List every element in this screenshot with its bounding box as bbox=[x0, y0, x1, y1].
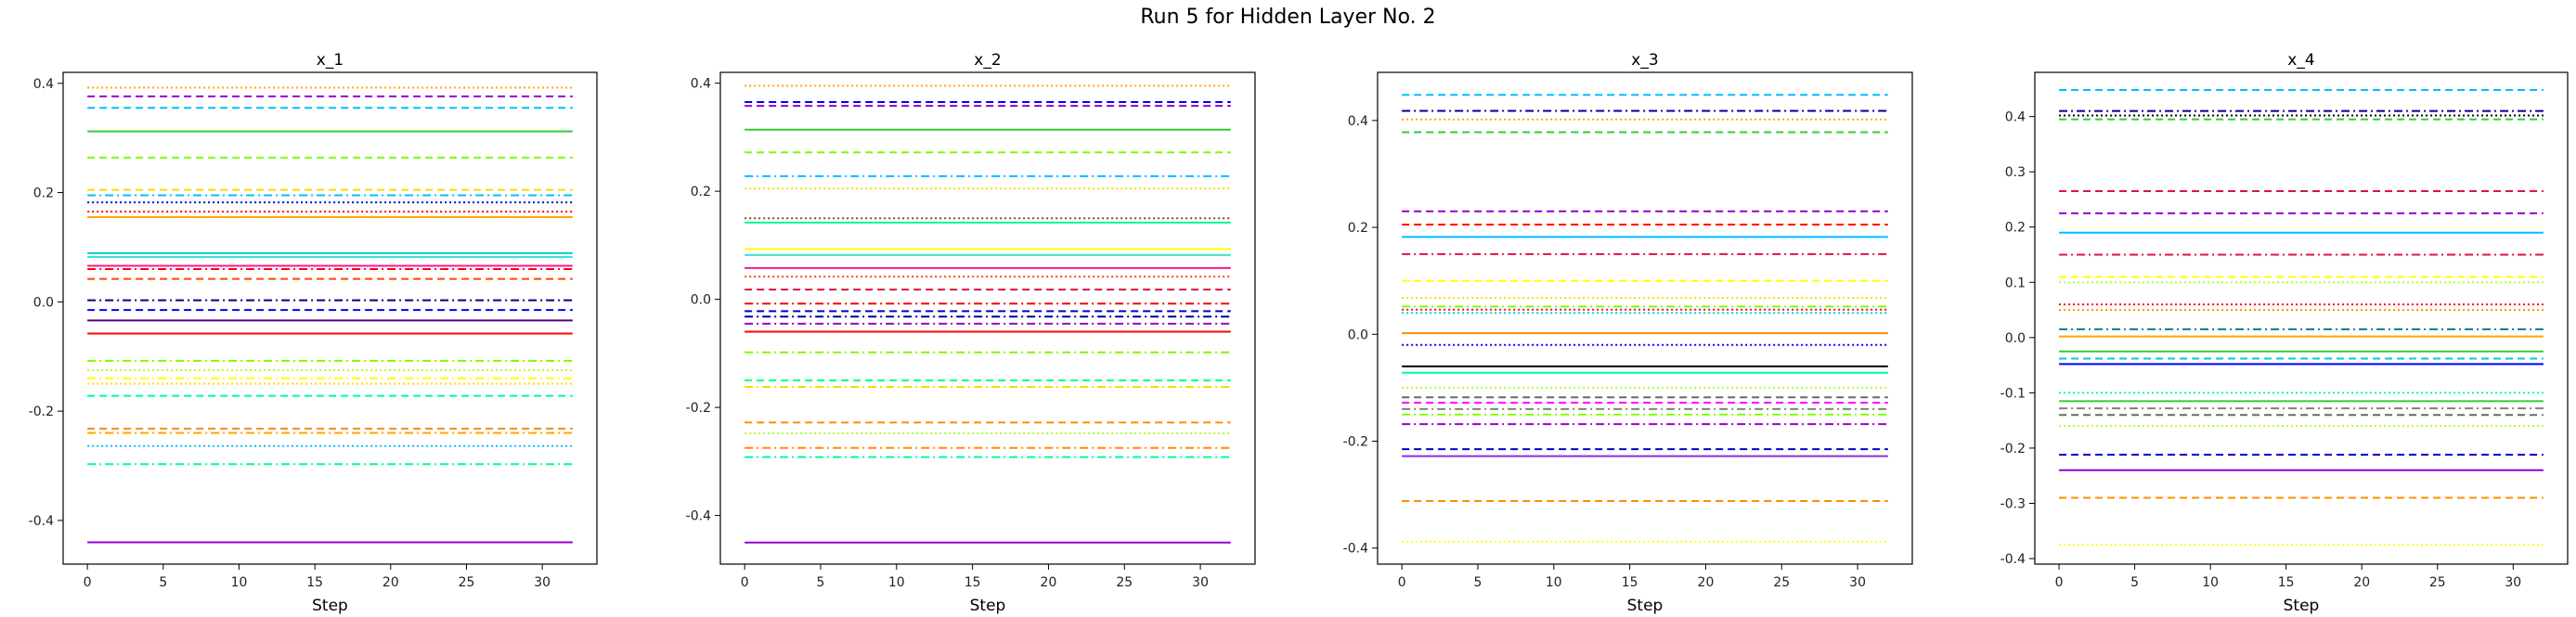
x-tick-label: 10 bbox=[231, 575, 248, 590]
x-tick-label: 5 bbox=[1474, 575, 1482, 590]
x-tick-label: 0 bbox=[1398, 575, 1406, 590]
y-tick-label: -0.4 bbox=[1343, 542, 1368, 557]
y-tick-label: -0.2 bbox=[2000, 442, 2026, 456]
y-tick-label: 0.4 bbox=[691, 77, 711, 92]
x-tick-label: 0 bbox=[84, 575, 92, 590]
y-tick-label: 0.4 bbox=[2005, 110, 2026, 125]
y-tick-label: 0.4 bbox=[33, 77, 54, 92]
x-tick-label: 25 bbox=[2429, 575, 2446, 590]
y-tick-label: -0.2 bbox=[29, 405, 54, 419]
x-tick-label: 15 bbox=[964, 575, 981, 590]
y-tick-label: 0.0 bbox=[691, 293, 711, 308]
x-axis-label: Step bbox=[2284, 597, 2320, 615]
axes-frame bbox=[2034, 71, 2569, 565]
x-tick-label: 10 bbox=[2202, 575, 2219, 590]
x-tick-label: 10 bbox=[888, 575, 905, 590]
y-tick-label: -0.2 bbox=[686, 401, 711, 416]
axes-frame bbox=[719, 71, 1256, 565]
x-tick-label: 0 bbox=[741, 575, 749, 590]
x-tick-label: 5 bbox=[2130, 575, 2139, 590]
x-tick-label: 0 bbox=[2055, 575, 2064, 590]
x-tick-label: 20 bbox=[2353, 575, 2370, 590]
axes-frame bbox=[1377, 71, 1913, 565]
x-tick-label: 30 bbox=[2505, 575, 2521, 590]
y-tick-label: 0.4 bbox=[1348, 114, 1368, 129]
x-tick-label: 25 bbox=[1773, 575, 1790, 590]
y-tick-label: 0.1 bbox=[2005, 276, 2026, 290]
y-tick-label: 0.2 bbox=[1348, 221, 1368, 236]
x-tick-label: 15 bbox=[1622, 575, 1638, 590]
subplot-title: x_1 bbox=[317, 51, 343, 70]
subplot-title: x_4 bbox=[2287, 51, 2314, 70]
x-axis-label: Step bbox=[1627, 597, 1663, 615]
x-tick-label: 15 bbox=[2278, 575, 2295, 590]
subplot-1: 0 5 10 15 20 25 30 -0.4 -0.2 0.0 0.2 0.4 x_1 Step bbox=[29, 51, 598, 615]
y-tick-label: 0.0 bbox=[33, 295, 54, 310]
y-tick-label: 0.0 bbox=[2005, 331, 2026, 346]
x-tick-label: 20 bbox=[382, 575, 399, 590]
figure-suptitle: Run 5 for Hidden Layer No. 2 bbox=[1140, 6, 1436, 29]
x-tick-label: 25 bbox=[1116, 575, 1133, 590]
x-tick-label: 5 bbox=[817, 575, 825, 590]
y-tick-label: -0.4 bbox=[29, 514, 54, 529]
y-tick-label: 0.0 bbox=[1348, 328, 1368, 342]
x-tick-label: 20 bbox=[1698, 575, 1715, 590]
x-tick-label: 20 bbox=[1041, 575, 1057, 590]
subplot-title: x_3 bbox=[1631, 51, 1658, 70]
axes-frame bbox=[62, 71, 598, 565]
subplot-title: x_2 bbox=[974, 51, 1001, 70]
x-axis-label: Step bbox=[970, 597, 1006, 615]
x-tick-label: 30 bbox=[534, 575, 550, 590]
x-tick-label: 15 bbox=[306, 575, 323, 590]
x-tick-label: 25 bbox=[459, 575, 475, 590]
y-tick-label: -0.1 bbox=[2000, 386, 2026, 401]
subplot-2: 0 5 10 15 20 25 30 -0.4 -0.2 0.0 0.2 0.4 x_2 Step bbox=[686, 51, 1256, 615]
x-tick-label: 5 bbox=[159, 575, 167, 590]
subplot-4: 0 5 10 15 20 25 30 -0.4 -0.3 -0.2 -0.1 0.0 0.1 0.2 0.3… bbox=[2000, 51, 2569, 615]
y-tick-label: 0.2 bbox=[2005, 221, 2026, 236]
y-tick-label: -0.4 bbox=[686, 509, 711, 524]
y-tick-label: 0.2 bbox=[33, 186, 54, 201]
y-tick-label: 0.2 bbox=[691, 185, 711, 199]
y-tick-label: -0.4 bbox=[2000, 552, 2026, 567]
y-tick-label: -0.2 bbox=[1343, 435, 1368, 450]
x-tick-label: 10 bbox=[1546, 575, 1562, 590]
x-axis-label: Step bbox=[312, 597, 348, 615]
subplot-3: 0 5 10 15 20 25 30 -0.4 -0.2 0.0 0.2 0.4 x_3 Step bbox=[1343, 51, 1913, 615]
x-tick-label: 30 bbox=[1192, 575, 1209, 590]
y-tick-label: 0.3 bbox=[2005, 165, 2026, 180]
y-tick-label: -0.3 bbox=[2000, 496, 2026, 511]
x-tick-label: 30 bbox=[1849, 575, 1866, 590]
